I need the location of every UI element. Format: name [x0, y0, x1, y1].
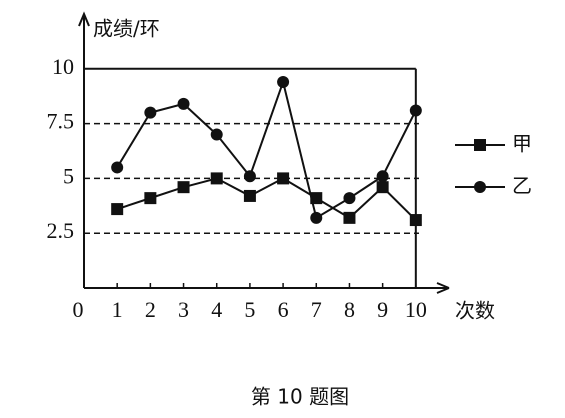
marker	[409, 104, 422, 117]
x-tick-label: 4	[211, 297, 222, 322]
x-tick-label: 10	[405, 297, 427, 322]
marker	[210, 128, 223, 141]
x-tick-label: 2	[145, 297, 156, 322]
marker	[210, 172, 223, 185]
marker	[243, 189, 256, 202]
y-arrow	[78, 11, 90, 27]
marker	[409, 214, 422, 227]
x-arrow	[436, 282, 450, 294]
marker	[310, 192, 323, 205]
marker	[376, 181, 389, 194]
legend-label: 甲	[512, 132, 532, 156]
marker	[144, 192, 157, 205]
x-tick-label: 0	[73, 297, 84, 322]
legend-marker	[474, 181, 486, 193]
marker	[277, 75, 290, 88]
marker	[243, 170, 256, 183]
marker	[111, 203, 124, 216]
marker	[343, 192, 356, 205]
caption: 第 10 题图	[251, 385, 349, 409]
x-tick-label: 3	[178, 297, 189, 322]
y-tick-label: 10	[52, 54, 74, 79]
y-tick-label: 5	[63, 163, 74, 188]
x-tick-label: 7	[311, 297, 322, 322]
x-tick-label: 8	[344, 297, 355, 322]
marker	[376, 170, 389, 183]
x-tick-label: 9	[377, 297, 388, 322]
marker	[277, 172, 290, 185]
marker	[144, 106, 157, 119]
legend-marker	[474, 139, 486, 151]
y-tick-label: 2.5	[47, 218, 75, 243]
series-line	[116, 177, 417, 221]
marker	[177, 97, 190, 110]
marker	[310, 211, 323, 224]
marker	[343, 211, 356, 224]
y-axis-label: 成绩/环	[93, 17, 160, 41]
marker	[177, 181, 190, 194]
marker	[111, 161, 124, 174]
legend-label: 乙	[512, 174, 532, 198]
y-tick-label: 7.5	[47, 109, 75, 134]
x-tick-label: 6	[278, 297, 289, 322]
x-tick-label: 5	[244, 297, 255, 322]
x-tick-label: 1	[112, 297, 123, 322]
x-axis-label: 次数	[455, 299, 495, 323]
series-line	[116, 78, 417, 220]
